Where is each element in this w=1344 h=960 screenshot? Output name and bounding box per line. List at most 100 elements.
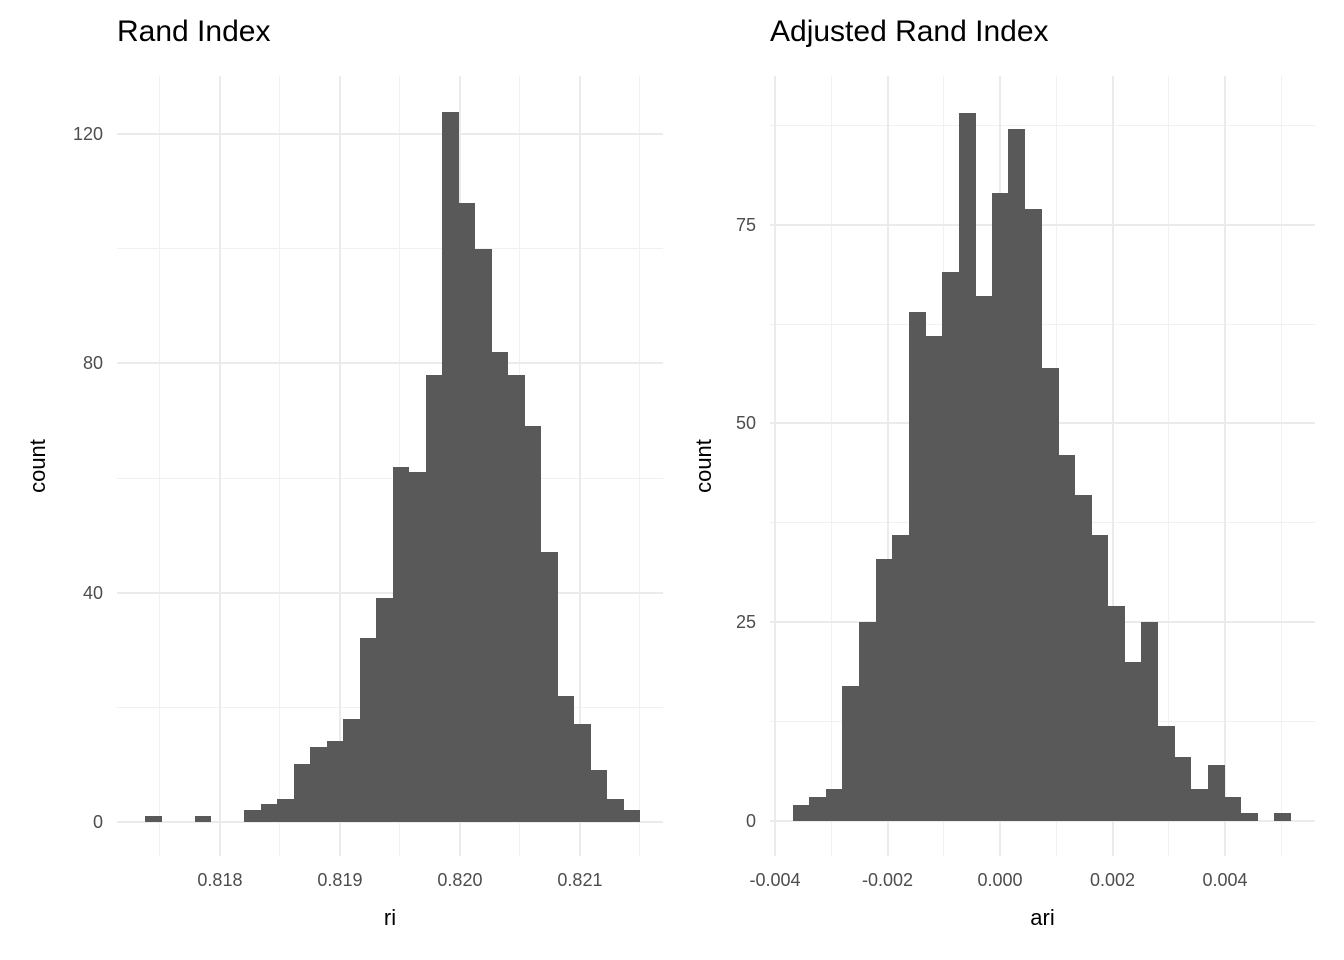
histogram-bar [540,552,558,822]
y-axis-title-right: count [691,439,716,493]
x-tick-label: 0.002 [1089,870,1136,890]
x-tick-label: -0.002 [861,870,914,890]
x-tick-label: 0.819 [317,870,363,890]
gridline-major-horizontal [117,591,663,594]
histogram-bar [1058,455,1076,821]
gridline-major-vertical [578,76,581,856]
histogram-panel-ari [770,76,1315,856]
histogram-bar [359,638,377,822]
histogram-bar [276,798,294,822]
histogram-bar [859,622,877,821]
gridline-minor-vertical [1280,76,1282,856]
histogram-bar [958,113,976,821]
y-tick-label: 0 [745,811,756,831]
histogram-bar [309,747,327,822]
histogram-bar [991,192,1009,821]
plot-title-adjusted-rand-index: Adjusted Rand Index [770,15,1049,48]
gridline-minor-vertical [159,76,161,856]
histogram-bar [792,805,810,821]
histogram-bar [1207,765,1225,821]
histogram-panel-ri [117,76,663,856]
gridline-minor-horizontal [117,477,663,479]
x-tick-label: 0.820 [437,870,483,890]
histogram-bar [458,203,476,822]
histogram-bar [606,798,624,822]
y-tick-label: 0 [92,811,103,832]
gridline-major-horizontal [770,820,1315,822]
x-tick-label: 0.818 [197,870,243,890]
y-tick-label: 75 [735,214,756,235]
histogram-bar [1041,367,1059,821]
histogram-bar [1240,813,1258,821]
gridline-minor-vertical [830,76,832,856]
histogram-bar [1174,757,1192,821]
gridline-major-horizontal [117,820,663,823]
gridline-major-vertical [218,76,221,856]
histogram-bar [342,718,360,822]
histogram-bar [1141,622,1159,821]
histogram-bar [392,466,410,822]
histogram-bar [507,374,525,822]
histogram-bar [1124,661,1142,821]
histogram-bar [942,272,960,821]
histogram-bar [408,472,426,822]
histogram-bar [1157,725,1175,821]
gridline-major-vertical [338,76,341,856]
histogram-bar [375,598,393,822]
histogram-bar [243,810,261,822]
histogram-bar [194,815,212,822]
x-axis-title-ari: ari [1030,905,1055,930]
histogram-bar [1074,495,1092,821]
histogram-bar [925,336,943,821]
histogram-bar [557,695,575,822]
histogram-bar [425,374,443,822]
y-axis-title-left: count [25,439,50,493]
gridline-minor-vertical [639,76,641,856]
histogram-bar [908,312,926,821]
gridline-minor-horizontal [770,124,1315,126]
histogram-bar [1008,129,1026,821]
histogram-bar [892,534,910,821]
histogram-bar [144,815,162,822]
histogram-bar [842,685,860,821]
y-tick-label: 25 [735,612,756,633]
x-tick-label: 0.821 [557,870,603,890]
gridline-minor-vertical [279,76,281,856]
histogram-bar [260,804,278,822]
x-axis-title-ri: ri [383,905,397,930]
gridline-major-horizontal [117,362,663,365]
histogram-bar [293,764,311,822]
y-tick-label: 40 [82,582,103,603]
gridline-major-vertical [1224,76,1226,856]
x-tick-label: -0.004 [749,870,801,890]
histogram-bar [1107,606,1125,821]
histogram-bar [875,558,893,821]
histogram-bar [1025,208,1042,821]
x-tick-label: 0.004 [1202,870,1248,890]
gridline-minor-horizontal [770,323,1315,325]
histogram-bar [441,111,459,822]
histogram-bar [1224,797,1242,821]
histogram-bar [623,810,641,822]
histogram-bar [326,741,344,822]
gridline-major-vertical [1111,76,1114,856]
histogram-bar [491,352,509,822]
histogram-bar [809,797,827,821]
histogram-bar [590,770,608,822]
gridline-major-vertical [886,76,889,856]
gridline-major-vertical [774,76,776,856]
histogram-bar [825,789,843,821]
gridline-major-horizontal [117,133,663,136]
y-tick-label: 50 [735,413,756,434]
y-tick-label: 120 [72,124,103,145]
histogram-bar [1091,534,1109,821]
x-tick-label: 0.000 [977,870,1023,890]
histogram-bar [1190,789,1208,821]
histogram-bar [1273,813,1291,821]
gridline-minor-horizontal [117,248,663,250]
histogram-bar [975,296,993,821]
histogram-bar [524,426,542,822]
plot-title-rand-index: Rand Index [117,15,271,48]
y-tick-label: 80 [82,353,103,374]
